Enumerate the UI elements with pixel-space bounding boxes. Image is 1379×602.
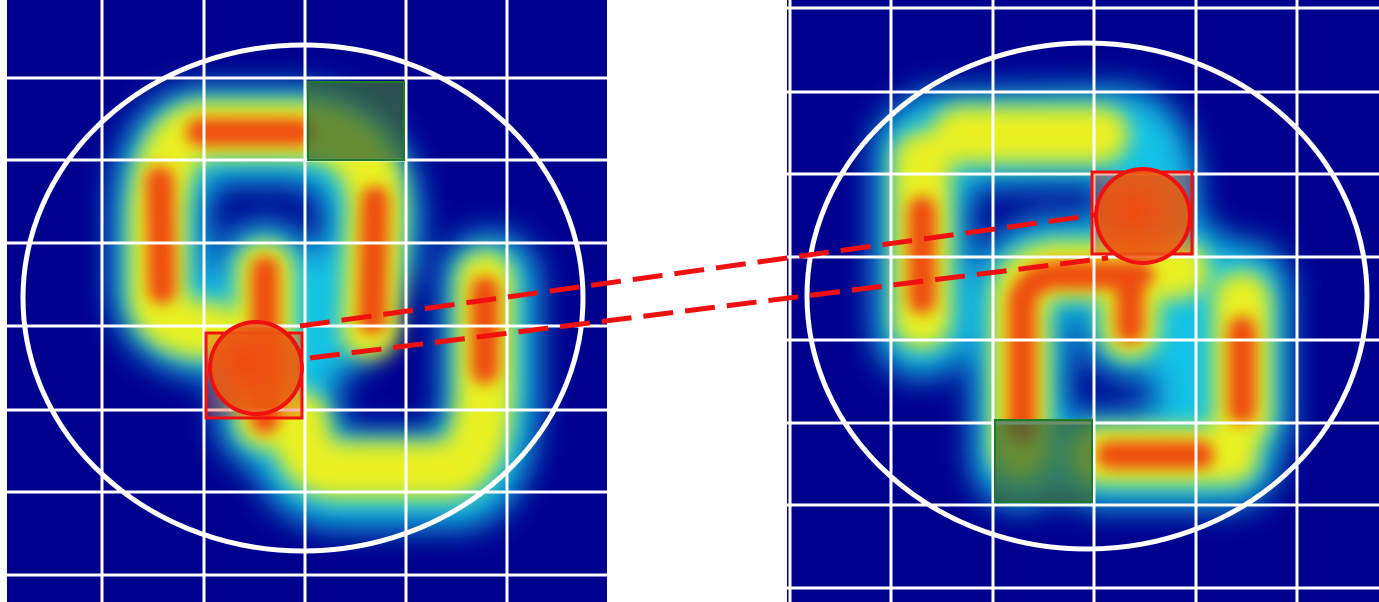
green-square	[308, 82, 404, 160]
right-panel	[787, 0, 1379, 602]
left-panel	[7, 0, 607, 602]
red-spot	[1096, 169, 1190, 263]
heatmap-figure	[0, 0, 1379, 602]
green-square	[995, 420, 1092, 502]
red-spot	[210, 322, 302, 414]
